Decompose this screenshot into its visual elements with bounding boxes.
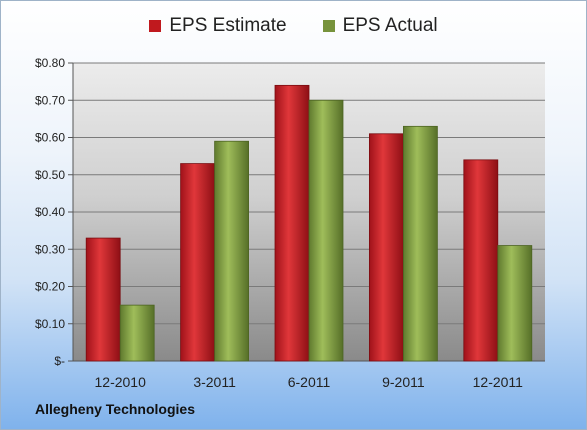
- y-tick-label: $0.50: [35, 168, 65, 182]
- bar-eps-actual: [214, 140, 250, 362]
- x-tick-label: 9-2011: [382, 374, 425, 390]
- legend-label-actual: EPS Actual: [342, 15, 438, 36]
- legend-swatch-estimate: [149, 20, 162, 32]
- x-tick-label: 12-2010: [95, 374, 147, 390]
- bar-eps-actual: [308, 99, 344, 362]
- y-tick-label: $0.60: [35, 131, 65, 145]
- x-tick-label: 6-2011: [288, 374, 331, 390]
- bar-eps-estimate: [180, 163, 216, 362]
- bar-eps-estimate: [368, 133, 404, 362]
- bar-eps-estimate: [274, 84, 310, 362]
- bar-eps-actual: [119, 304, 155, 362]
- y-tick-label: $0.80: [35, 56, 65, 70]
- x-tick-label: 3-2011: [193, 374, 236, 390]
- bar-eps-estimate: [463, 159, 499, 362]
- legend-label-estimate: EPS Estimate: [169, 15, 287, 36]
- company-name: Allegheny Technologies: [35, 401, 195, 417]
- bar-eps-estimate: [85, 237, 121, 362]
- bar-eps-actual: [402, 125, 438, 362]
- legend-item-estimate: EPS Estimate: [149, 15, 287, 37]
- legend-item-actual: EPS Actual: [322, 15, 438, 37]
- y-tick-label: $0.20: [35, 280, 65, 294]
- bar-eps-actual: [497, 245, 533, 362]
- y-tick-label: $0.30: [35, 242, 65, 256]
- y-tick-label: $-: [54, 354, 65, 368]
- y-tick-label: $0.40: [35, 205, 65, 219]
- legend: EPS Estimate EPS Actual: [1, 15, 586, 37]
- legend-swatch-actual: [322, 20, 335, 32]
- x-tick-label: 12-2011: [473, 374, 524, 390]
- y-tick-label: $0.10: [35, 317, 65, 331]
- y-tick-label: $0.70: [35, 93, 65, 107]
